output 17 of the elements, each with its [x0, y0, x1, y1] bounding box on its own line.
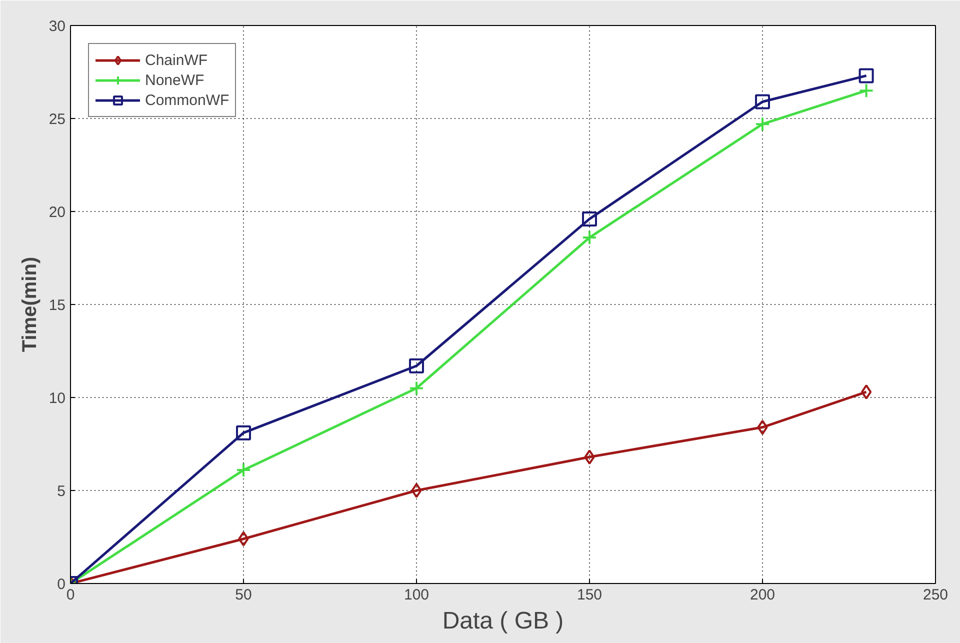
x-axis-title: Data ( GB ): [442, 608, 564, 634]
x-tick-label: 150: [576, 586, 602, 604]
y-tick-label: 20: [48, 204, 66, 221]
x-tick-label: 200: [750, 586, 776, 604]
y-tick-label: 10: [48, 390, 66, 407]
x-tick-label: 250: [922, 586, 948, 604]
y-axis-title: Time(min): [18, 256, 41, 352]
x-tick-label: 100: [404, 586, 430, 604]
y-tick-label: 30: [48, 18, 66, 35]
legend-label: CommonWF: [145, 92, 230, 108]
y-tick-label: 5: [57, 483, 66, 500]
legend-label: NoneWF: [145, 72, 204, 88]
y-tick-label: 15: [48, 297, 66, 314]
y-tick-label: 0: [57, 576, 66, 593]
y-tick-label: 25: [48, 111, 66, 128]
legend-label: ChainWF: [145, 52, 208, 68]
x-tick-label: 50: [235, 586, 252, 604]
